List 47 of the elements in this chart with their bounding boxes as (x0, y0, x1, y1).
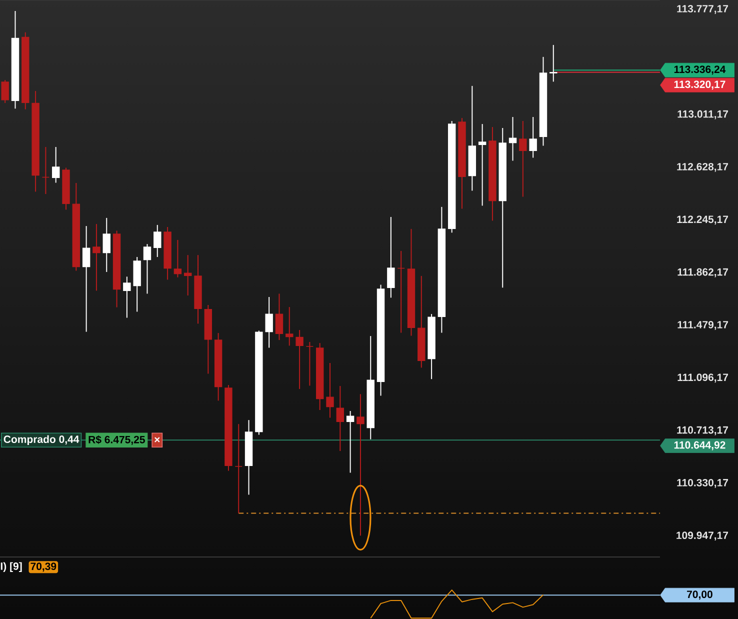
candlestick (92, 223, 100, 292)
y-tick-label: 110.713,17 (677, 426, 728, 436)
candlestick (356, 394, 364, 536)
y-tick-label: 109.947,17 (676, 532, 728, 541)
chart-title: I) [9] (0, 562, 22, 572)
candlestick (306, 341, 314, 386)
candlestick (174, 239, 182, 278)
candlestick (286, 306, 294, 346)
candlestick (346, 410, 354, 474)
candlestick (265, 296, 273, 348)
candlestick (387, 216, 395, 298)
candlestick (42, 146, 50, 195)
candlestick (326, 362, 334, 418)
candlestick (519, 120, 527, 198)
candlestick (1, 80, 9, 104)
candlestick (234, 424, 242, 514)
ref-line-label: 113.320,17 (674, 80, 726, 90)
annotation: × (154, 437, 160, 442)
y-tick-label: 111.479,17 (678, 320, 728, 330)
ref-line-label: 110.644,92 (674, 441, 726, 450)
y-tick-label: 110.330,17 (677, 478, 728, 488)
y-tick-label: 111.096,17 (678, 374, 728, 383)
ref-line-label: 113.336,24 (674, 66, 726, 75)
candlestick (529, 116, 537, 158)
candlestick (82, 226, 90, 332)
candlestick (336, 385, 344, 452)
candlestick (275, 293, 284, 341)
candlestick (184, 254, 192, 296)
annotation: R$ 6.475,25 (88, 435, 145, 445)
candlestick (123, 276, 131, 318)
y-tick-label: 112.628,17 (677, 162, 728, 172)
text: 70,39 (30, 562, 56, 572)
candlestick (478, 124, 486, 206)
y-tick-label: 111.862,17 (678, 268, 728, 278)
y-tick-label: 113.011,17 (678, 110, 728, 120)
candlestick (52, 146, 60, 184)
candlestick (143, 244, 152, 294)
candlestick (102, 217, 110, 272)
y-tick-label: 113.777,17 (677, 4, 728, 14)
text: 70,00 (687, 590, 712, 600)
candlestick (296, 329, 304, 390)
candlestick (154, 224, 162, 258)
candlestick (508, 116, 517, 162)
y-tick-label: 112.245,17 (677, 216, 728, 225)
annotation: Comprado 0,44 (4, 435, 80, 446)
candlestick (550, 44, 558, 82)
candlestick (397, 250, 405, 334)
